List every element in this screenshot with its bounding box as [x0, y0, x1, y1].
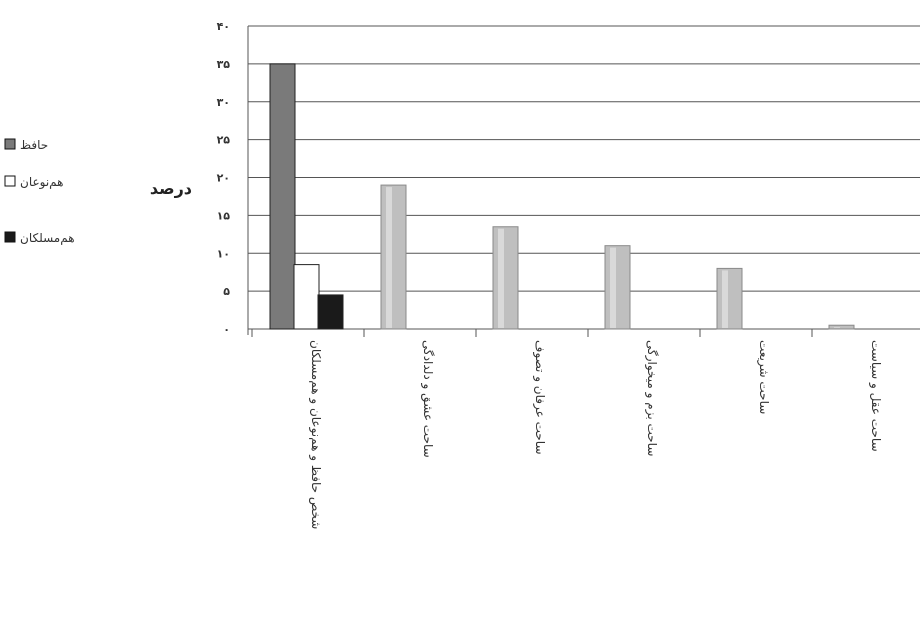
bar-cat-3	[492, 226, 519, 330]
category-label: ساحت عشق و دلدادگی	[420, 340, 435, 458]
bar-cat-4	[604, 245, 631, 330]
bar-highlight	[834, 327, 840, 328]
y-tick-label: ۳۵	[217, 58, 231, 71]
bar-1-cat-1	[269, 63, 296, 330]
bar-highlight	[498, 228, 504, 328]
bar-highlight	[722, 270, 728, 328]
legend-swatch	[4, 138, 16, 150]
bar-highlight	[386, 187, 392, 328]
bar-cat-6	[828, 324, 855, 330]
bar-highlight	[610, 247, 616, 328]
bar-3-cat-1	[317, 294, 344, 330]
gridlines	[247, 25, 920, 335]
category-label: ساحت شریعت	[756, 340, 771, 414]
y-tick-label: ۵	[223, 285, 230, 298]
legend: حافظ هم‌نوعان هم‌مسلکان	[4, 138, 75, 245]
bar-cat-5	[716, 267, 743, 330]
bar-cat-2	[380, 184, 407, 330]
y-tick-label: ۴۰	[217, 20, 230, 33]
bars	[269, 63, 855, 330]
legend-swatch	[4, 231, 16, 243]
category-label: ساحت عقل و سیاست	[868, 340, 883, 452]
category-labels: شخص حافظ و هم‌نوعان و هم‌مسلکان ساحت عشق …	[308, 340, 883, 529]
y-tick-label: ۱۰	[217, 247, 230, 260]
bar-2-cat-1	[293, 264, 320, 330]
y-tick-label: ۲۵	[217, 134, 231, 147]
category-label: ساحت عرفان و تصوف	[532, 340, 547, 455]
x-axis	[251, 329, 813, 337]
legend-label: حافظ	[20, 138, 48, 152]
legend-label: هم‌مسلکان	[20, 231, 75, 245]
y-tick-label: ۲۰	[217, 172, 230, 185]
category-label: شخص حافظ و هم‌نوعان و هم‌مسلکان	[308, 340, 323, 529]
y-axis-label: درصد	[150, 179, 192, 198]
legend-swatch	[4, 175, 16, 187]
y-tick-label: ۳۰	[217, 96, 230, 109]
category-label: ساحت بزم و میخوارگی	[644, 340, 659, 456]
y-tick-label: ۱۵	[217, 209, 231, 222]
y-tick-labels: ۰ ۵ ۱۰ ۱۵ ۲۰ ۲۵ ۳۰ ۳۵ ۴۰	[217, 20, 231, 336]
y-tick-label: ۰	[223, 323, 230, 336]
legend-label: هم‌نوعان	[20, 175, 63, 190]
